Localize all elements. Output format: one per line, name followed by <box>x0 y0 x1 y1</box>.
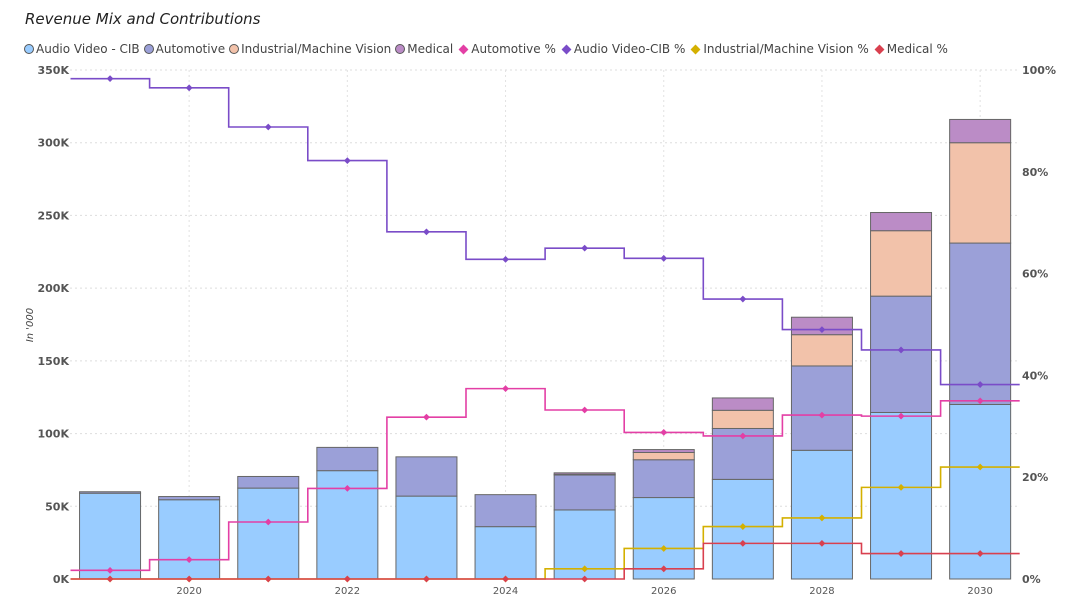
bar-segment <box>870 212 933 232</box>
y2-tick-label: 20% <box>1022 471 1048 484</box>
y2-tick-label: 0% <box>1022 573 1041 586</box>
y2-tick-label: 40% <box>1022 369 1048 382</box>
legend-label: Audio Video-CIB % <box>573 42 686 56</box>
legend-circle-icon <box>229 44 240 54</box>
bar-segment <box>632 449 695 453</box>
bar-segment <box>790 365 853 451</box>
line-point <box>343 157 351 164</box>
legend-item[interactable]: Medical % <box>873 42 948 56</box>
y-tick-label: 0K <box>53 573 70 586</box>
line-point <box>106 75 114 83</box>
series-line <box>70 387 1020 572</box>
line-point <box>897 412 905 420</box>
line-point <box>660 429 668 436</box>
chart-title: Revenue Mix and Contributions <box>25 10 261 28</box>
bar-segment <box>553 472 616 475</box>
line-point <box>897 346 905 354</box>
legend-label: Audio Video - CIB <box>36 42 140 56</box>
line-point <box>502 575 509 583</box>
legend-item[interactable]: Automotive % <box>457 42 556 56</box>
bar-segment <box>870 295 933 413</box>
y-tick-label: 200K <box>38 282 70 295</box>
line-point <box>423 228 430 236</box>
legend: Audio Video - CIB Automotive Industrial/Ma… <box>24 40 952 58</box>
bar-segment <box>949 403 1012 580</box>
line-point <box>106 575 114 583</box>
legend-item[interactable]: Medical <box>395 42 453 56</box>
x-tick-label: 2026 <box>651 586 676 597</box>
legend-label: Industrial/Machine Vision % <box>703 42 869 56</box>
legend-item[interactable]: Industrial/Machine Vision <box>229 42 391 56</box>
bar-segment <box>395 495 458 580</box>
bar-segment <box>158 496 221 501</box>
bar-segment <box>790 334 853 367</box>
bar-segment <box>632 497 695 580</box>
y-tick-label: 50K <box>45 500 69 513</box>
bar-segment <box>237 487 300 580</box>
line-point <box>264 123 272 131</box>
bar-segment <box>395 456 458 497</box>
x-tick-label: 2028 <box>809 586 834 597</box>
y-axis-title: In '000 <box>25 308 36 342</box>
line-point <box>343 575 351 583</box>
line-point <box>897 483 905 491</box>
line-point <box>264 518 272 526</box>
line-point <box>423 413 430 421</box>
y2-tick-label: 60% <box>1022 268 1048 281</box>
legend-label: Medical <box>407 42 454 56</box>
legend-label: Medical % <box>886 42 948 56</box>
legend-circle-icon <box>143 44 154 54</box>
line-point <box>185 84 193 92</box>
bar-segment <box>474 526 537 580</box>
x-tick-label: 2022 <box>335 586 360 597</box>
bar-segment <box>237 475 300 489</box>
bar-segment <box>79 491 142 494</box>
bar-segment <box>316 446 379 472</box>
y-tick-label: 250K <box>38 209 70 222</box>
y2-tick-label: 100% <box>1022 64 1056 77</box>
bar-segment <box>949 242 1012 405</box>
bar-segment <box>949 142 1012 244</box>
bar-segment <box>474 494 537 528</box>
x-tick-label: 2020 <box>176 586 201 597</box>
legend-label: Automotive % <box>471 42 556 56</box>
y-tick-label: 350K <box>38 64 70 77</box>
line-point <box>264 575 272 583</box>
y2-tick-label: 80% <box>1022 166 1048 179</box>
bar-segment <box>632 451 695 461</box>
series-line <box>70 77 1020 386</box>
bar-segment <box>870 230 933 297</box>
legend-item[interactable]: Industrial/Machine Vision % <box>689 42 869 56</box>
bar-segment <box>79 492 142 580</box>
y-tick-label: 150K <box>38 355 70 368</box>
bar-segment <box>553 474 616 511</box>
x-tick-label: 2024 <box>493 586 518 597</box>
line-point <box>502 255 509 263</box>
bar-segment <box>158 499 221 580</box>
line-point <box>106 566 114 574</box>
line-point <box>660 254 668 262</box>
y-tick-label: 100K <box>38 428 70 441</box>
y-tick-label: 300K <box>38 137 70 150</box>
line-point <box>739 295 747 303</box>
bar-segment <box>632 459 695 499</box>
bar-segment <box>949 118 1012 144</box>
legend-circle-icon <box>395 44 406 54</box>
line-point <box>581 244 589 252</box>
legend-label: Automotive <box>155 42 226 56</box>
legend-label: Industrial/Machine Vision <box>241 42 392 56</box>
legend-item[interactable]: Audio Video - CIB <box>24 42 140 56</box>
line-point <box>502 385 509 393</box>
line-point <box>581 406 589 414</box>
legend-circle-icon <box>24 44 34 54</box>
bar-segment <box>711 397 774 411</box>
legend-item[interactable]: Audio Video-CIB % <box>560 42 685 56</box>
line-point <box>423 575 430 583</box>
legend-item[interactable]: Automotive <box>143 42 226 56</box>
bar-segment <box>711 409 774 429</box>
line-point <box>739 432 747 440</box>
x-tick-label: 2030 <box>967 586 992 597</box>
